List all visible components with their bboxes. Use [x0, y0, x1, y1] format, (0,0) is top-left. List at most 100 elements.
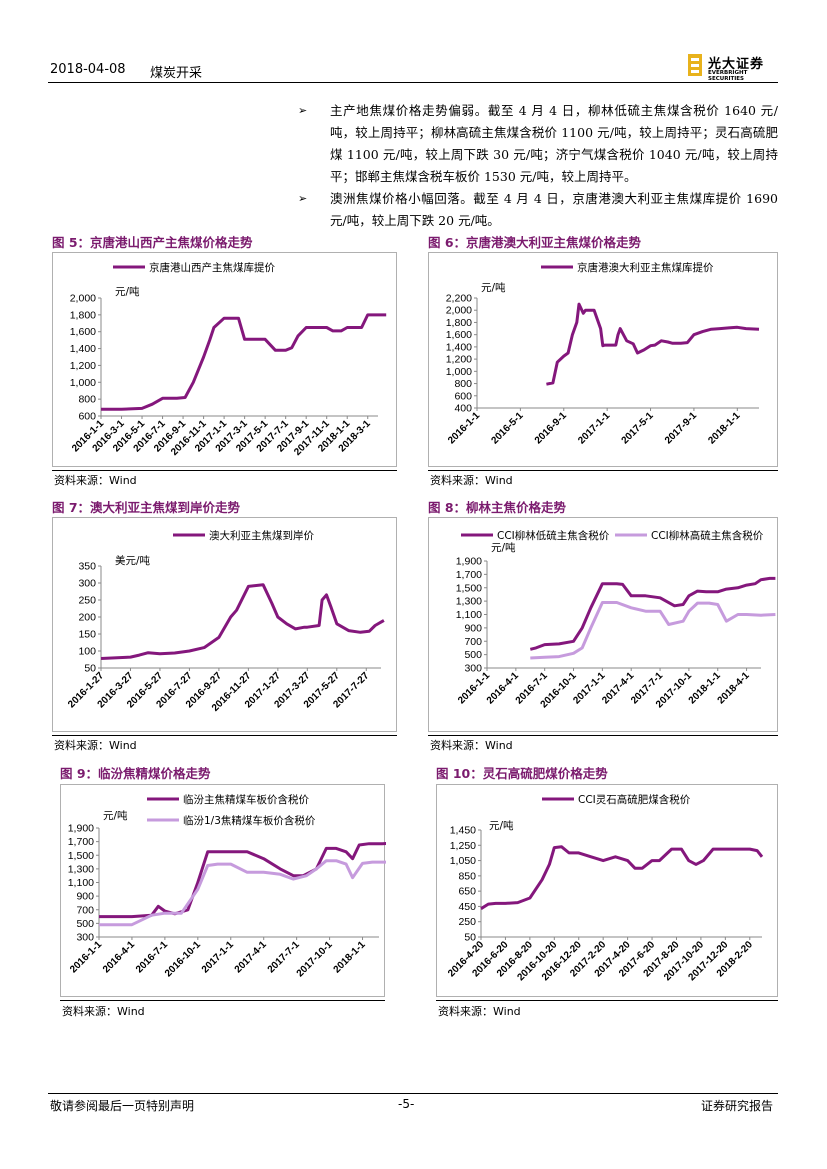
logo-text-cn: 光大证券: [708, 57, 765, 72]
y-tick-label: 650: [458, 886, 476, 898]
source-divider: [428, 470, 778, 471]
y-tick-label: 1,300: [456, 596, 482, 608]
report-date: 2018-04-08: [50, 62, 126, 77]
y-axis-label: 元/吨: [481, 281, 506, 294]
bullet-item: ➢ 澳洲焦煤价格小幅回落。截至 4 月 4 日，京唐港澳大利亚主焦煤库提价 169…: [298, 188, 778, 232]
y-tick-label: 1,500: [456, 582, 482, 594]
series-line-2: [530, 601, 776, 660]
chart-9: 300 500 700 900 1,100 1,300 1,500 1,700 1,900 201…: [60, 784, 386, 997]
y-axis-label: 元/吨: [489, 819, 514, 832]
x-tick-label: 2017-5-1: [620, 410, 656, 446]
y-tick-label: 1,000: [446, 366, 472, 378]
series-line-1: [529, 576, 776, 651]
y-tick-label: 700: [464, 636, 482, 648]
legend-label: CCI柳林高硫主焦含税价: [651, 529, 764, 542]
y-tick-label: 250: [78, 595, 96, 607]
y-tick-label: 800: [454, 378, 472, 390]
y-tick-label: 2,000: [70, 293, 96, 305]
source-note: 资料来源：Wind: [54, 739, 137, 752]
y-tick-label: 800: [78, 394, 96, 406]
x-tick-label: 2017-1-1: [200, 939, 236, 975]
y-tick-label: 1,400: [70, 343, 96, 355]
y-tick-label: 1,400: [446, 341, 472, 353]
legend-label: 临汾主焦精煤车板价含税价: [183, 793, 309, 806]
figure-8-title: 图 8：柳林主焦价格走势: [428, 500, 567, 515]
chart-svg: 501001502002503003502016-1-272016-3-2720…: [66, 529, 385, 714]
series-line-1: [100, 583, 385, 660]
source-divider: [428, 735, 778, 736]
x-tick-label: 2017-10-1: [295, 939, 335, 979]
figure-10-title: 图 10：灵石高硫肥煤价格走势: [436, 766, 608, 781]
figure-6-title: 图 6：京唐港澳大利亚主焦煤价格走势: [428, 235, 642, 250]
chart-10: 50 250 450 650 850 1,050 1,250 1,450 2016-4-20 20…: [436, 784, 778, 997]
y-tick-label: 850: [458, 870, 476, 882]
series-line-1: [480, 845, 764, 910]
y-tick-label: 1,100: [456, 609, 482, 621]
footer-disclaimer: 敬请参阅最后一页特别声明: [50, 1099, 195, 1113]
bullet-text: 澳洲焦煤价格小幅回落。截至 4 月 4 日，京唐港澳大利亚主焦煤库提价 1690…: [330, 191, 778, 228]
chart-7: 50 100 150 200 250 300 350 2016-1-27 2016-3-27 20…: [52, 517, 397, 732]
legend-label: CCI灵石高硫肥煤含税价: [578, 793, 691, 806]
y-tick-label: 450: [458, 901, 476, 913]
y-tick-label: 50: [84, 663, 96, 675]
y-tick-label: 700: [76, 904, 94, 916]
header-divider: [48, 82, 778, 83]
chart-6: 400 600 800 1,000 1,200 1,400 1,600 1,800 2,000 2…: [428, 252, 778, 467]
chart-8: 300 500 700 900 1,100 1,300 1,500 1,700 1,900 201…: [428, 517, 778, 732]
y-axis-label: 元/吨: [103, 809, 128, 822]
source-note: 资料来源：Wind: [54, 474, 137, 487]
y-tick-label: 1,700: [456, 569, 482, 581]
y-tick-label: 900: [76, 891, 94, 903]
y-tick-label: 1,450: [450, 825, 476, 837]
y-tick-label: 1,600: [70, 326, 96, 338]
logo-text-en: EVERBRIGHT SECURITIES: [708, 70, 748, 82]
x-tick-label: 2017-9-1: [663, 410, 699, 446]
figure-9-title: 图 9：临汾焦精煤价格走势: [60, 766, 211, 781]
y-tick-label: 900: [464, 622, 482, 634]
y-tick-label: 1,100: [68, 877, 94, 889]
y-tick-label: 1,300: [68, 863, 94, 875]
legend-label: 澳大利亚主焦煤到岸价: [209, 529, 314, 542]
y-tick-label: 150: [78, 629, 96, 641]
source-note: 资料来源：Wind: [430, 739, 513, 752]
y-tick-label: 50: [464, 932, 476, 944]
y-tick-label: 100: [78, 646, 96, 658]
source-divider: [60, 1000, 385, 1001]
series-line-1: [101, 313, 387, 411]
y-tick-label: 1,800: [70, 309, 96, 321]
y-tick-label: 400: [454, 403, 472, 415]
y-tick-label: 350: [78, 561, 96, 573]
y-tick-label: 1,600: [446, 329, 472, 341]
y-tick-label: 1,050: [450, 855, 476, 867]
y-tick-label: 1,200: [70, 360, 96, 372]
x-tick-label: 2016-5-1: [489, 410, 525, 446]
report-sector: 煤炭开采: [150, 66, 203, 81]
chart-svg: 6008001,0001,2001,4001,6001,8002,0002016…: [70, 261, 387, 458]
figure-7-title: 图 7：澳大利亚主焦煤到岸价走势: [52, 500, 241, 515]
y-tick-label: 1,900: [68, 823, 94, 835]
y-tick-label: 1,000: [70, 377, 96, 389]
legend-label: 京唐港澳大利亚主焦煤库提价: [577, 261, 714, 274]
footer-divider: [48, 1093, 778, 1094]
source-note: 资料来源：Wind: [438, 1005, 521, 1018]
series-line-1: [99, 842, 386, 919]
y-tick-label: 600: [78, 411, 96, 423]
page-number: -5-: [398, 1097, 415, 1111]
y-tick-label: 500: [464, 649, 482, 661]
x-tick-label: 2018-4-1: [716, 670, 752, 706]
y-tick-label: 300: [464, 663, 482, 675]
chart-svg: 502504506508501,0501,2501,4502016-4-2020…: [446, 793, 764, 983]
series-line-1: [546, 302, 760, 386]
y-axis-label: 美元/吨: [115, 554, 151, 567]
y-tick-label: 1,800: [446, 317, 472, 329]
footer-report-type: 证券研究报告: [701, 1099, 774, 1113]
x-tick-label: 2017-4-1: [233, 939, 269, 975]
chart-5: 600 800 1,000 1,200 1,400 1,600 1,800 2,000 2016…: [52, 252, 397, 467]
source-divider: [436, 1000, 778, 1001]
y-axis-label: 元/吨: [115, 285, 140, 298]
source-divider: [52, 735, 397, 736]
x-tick-label: 2018-1-1: [706, 410, 742, 446]
arrow-bullet-icon: ➢: [298, 104, 308, 117]
bullet-item: ➢ 主产地焦煤价格走势偏弱。截至 4 月 4 日，柳林低硫主焦煤含税价 1640 …: [298, 100, 778, 188]
